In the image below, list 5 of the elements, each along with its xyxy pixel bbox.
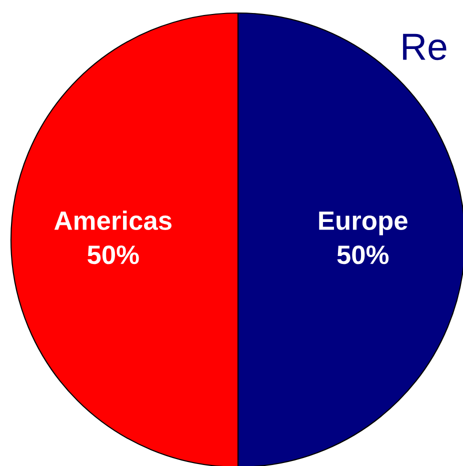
- data-label: 50%: [88, 245, 139, 264]
- slice-label: Europe: [319, 212, 408, 236]
- slice-label: Americas: [54, 210, 172, 230]
- text: Re: [403, 34, 446, 60]
- data-label: 50%: [337, 245, 389, 264]
